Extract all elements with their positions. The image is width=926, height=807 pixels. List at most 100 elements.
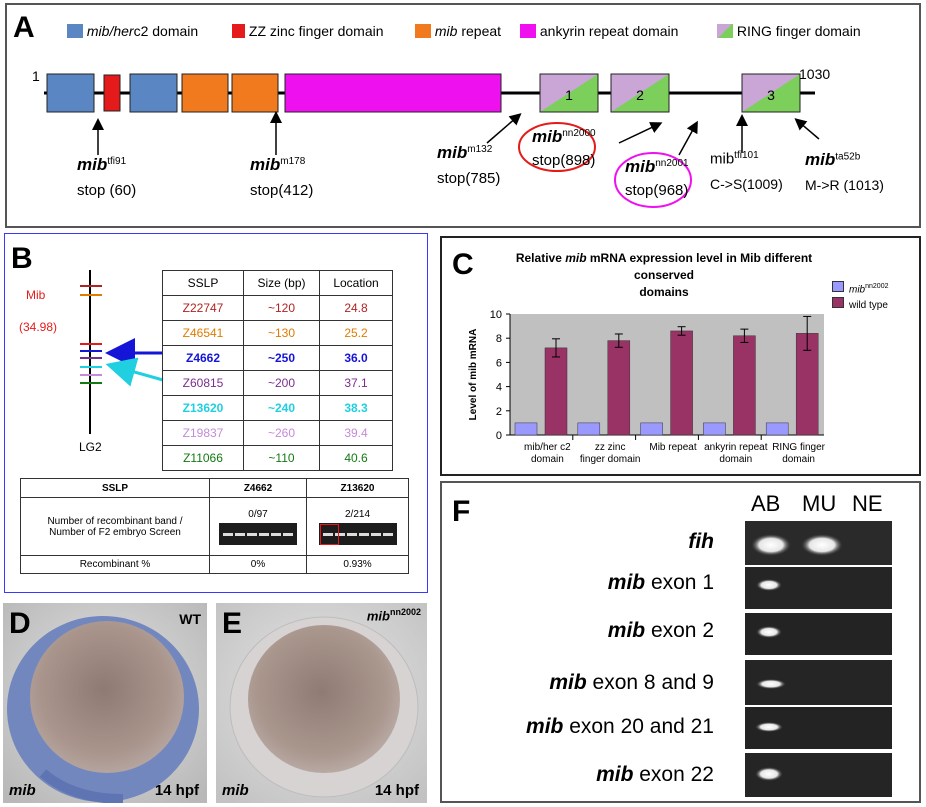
bar-wildtype — [670, 330, 693, 436]
row-label-exon8-9: mib exon 8 and 9 — [549, 671, 714, 695]
gel-exon8-9 — [745, 660, 892, 705]
rec-header: SSLP — [20, 478, 210, 498]
mutation-base: mib — [805, 150, 836, 169]
recombinant-table: SSLP Z4662 Z13620 Number of recombinant … — [20, 478, 409, 574]
chart-legend: mibnn2002 wild type — [832, 279, 888, 313]
row-label-text: exon 1 — [645, 571, 714, 594]
legend-swatch-zz — [232, 24, 245, 38]
panel-f: F AB MU NE fih mib exon 1 mib exon 2 mib… — [440, 481, 921, 803]
rec-header: Z13620 — [306, 478, 409, 498]
arrow-nn2001 — [678, 120, 698, 156]
mutation-nn2001: mibnn2001 stop(968) — [625, 157, 689, 200]
sslp-cell: Z4662 — [162, 345, 244, 371]
mutation-effect: stop(785) — [437, 170, 501, 188]
row-label-text: exon 2 — [645, 619, 714, 642]
bar-mutant — [703, 422, 726, 436]
rec-header: Z4662 — [209, 478, 307, 498]
row-label-italic: mib — [549, 671, 587, 694]
arrow-nn2000 — [618, 122, 663, 144]
bar-wildtype — [544, 347, 568, 436]
gel-band — [223, 532, 293, 536]
mutation-effect: stop(968) — [625, 182, 689, 200]
row-label-italic: mib — [526, 715, 564, 738]
sslp-cell: 38.3 — [319, 395, 393, 421]
mutation-ta52b: mibta52b M->R (1013) — [805, 150, 884, 194]
mutation-sup: nn2001 — [655, 158, 689, 169]
panel-e-stage: 14 hpf — [374, 782, 419, 799]
mutation-sup: tfi101 — [734, 150, 759, 161]
chart-title-line2: domains — [639, 284, 689, 299]
domain-ring-1 — [539, 73, 599, 113]
highlight-nn2000 — [518, 122, 596, 172]
domain-mibherc2-1 — [46, 73, 95, 113]
rec-cell-z4662: 0/97 — [209, 497, 307, 556]
y-tick-label: 2 — [496, 406, 502, 418]
chart-title-italic: mib — [565, 251, 587, 265]
rec-percent: 0% — [209, 555, 307, 574]
mutation-base: mib — [437, 143, 468, 162]
legend-ring: RING finger domain — [717, 23, 861, 39]
sslp-row: Z13620 ~240 38.3 — [162, 395, 393, 421]
panel-d-stage: 14 hpf — [154, 782, 199, 799]
bar-mutant — [577, 422, 601, 436]
mutation-effect: stop (60) — [77, 182, 137, 200]
domain-zz — [103, 74, 121, 112]
gel-band-ab — [756, 579, 782, 591]
mib-position: (34.98) — [19, 320, 58, 334]
sslp-cell: Z46541 — [162, 320, 244, 346]
mutation-m178: mibm178 stop(412) — [250, 155, 313, 200]
bar-mutant — [640, 422, 663, 436]
gel-band-mu — [801, 534, 843, 556]
legend-swatch-mib-repeat — [415, 24, 431, 38]
x-tick-label: domain — [719, 454, 752, 465]
ring-number-2: 2 — [636, 87, 644, 103]
gel-band-ab — [756, 626, 782, 638]
mutation-sup: tfi91 — [107, 156, 127, 167]
row-label-text: exon 22 — [633, 763, 714, 786]
sslp-cell: ~200 — [243, 370, 320, 396]
y-tick-label: 10 — [490, 309, 502, 321]
panel-b: B Mib (34.98) LG2 SSLP Size (bp) Locatio… — [4, 233, 428, 593]
sslp-header: SSLP — [162, 270, 244, 296]
x-tick-label: ankyrin repeat — [704, 442, 768, 453]
panel-f-letter: F — [452, 495, 471, 528]
rec-row-label-b: Number of F2 embryo Screen — [49, 526, 181, 538]
legend-label: c2 domain — [133, 23, 199, 39]
rec-row-percent: Recombinant % 0% 0.93% — [20, 555, 409, 574]
arrow-ta52b — [794, 118, 820, 140]
x-tick-label: domain — [782, 454, 815, 465]
domain-ankyrin — [284, 73, 502, 113]
mutation-tfi101: mibtfi101 C->S(1009) — [710, 150, 783, 192]
rec-row-bands: Number of recombinant band / Number of F… — [20, 497, 409, 556]
mutation-effect: stop(412) — [250, 182, 314, 200]
x-tick-label: zz zinc — [595, 442, 626, 453]
rt-pcr-gels — [745, 521, 892, 797]
sslp-cell: ~240 — [243, 395, 320, 421]
linkage-map — [80, 270, 164, 434]
mib-label: Mib — [26, 288, 46, 302]
legend-swatch-ring — [717, 24, 733, 38]
mutation-base: mib — [250, 155, 281, 174]
embryo-yolk — [30, 621, 184, 773]
sslp-row: Z11066 ~110 40.6 — [162, 445, 393, 471]
protein-domain-diagram: 1 2 3 1 1030 — [32, 66, 830, 208]
end-residue: 1030 — [799, 66, 830, 82]
y-tick-label: 6 — [496, 357, 502, 369]
start-residue: 1 — [32, 68, 40, 84]
mutation-nn2000: mibnn2000 stop(898) — [532, 127, 596, 170]
x-tick-label: RING finger — [772, 442, 825, 453]
lg2-label: LG2 — [79, 440, 102, 454]
panel-e-corner: mibnn2002 — [367, 607, 421, 623]
rec-percent: 0.93% — [306, 555, 409, 574]
legend-mib-repeat: mib repeat — [415, 23, 501, 39]
mutation-sup: ta52b — [835, 151, 861, 163]
row-label-exon20-21: mib exon 20 and 21 — [526, 715, 714, 739]
arrow-m132 — [486, 113, 522, 144]
row-label-exon1: mib exon 1 — [608, 571, 714, 595]
sslp-cell: ~110 — [243, 445, 320, 471]
legend-label: ankyrin repeat domain — [539, 23, 679, 39]
bar-wildtype — [607, 340, 631, 436]
sslp-row: Z4662 ~250 36.0 — [162, 345, 393, 371]
domain-mibherc2-2 — [129, 73, 178, 113]
